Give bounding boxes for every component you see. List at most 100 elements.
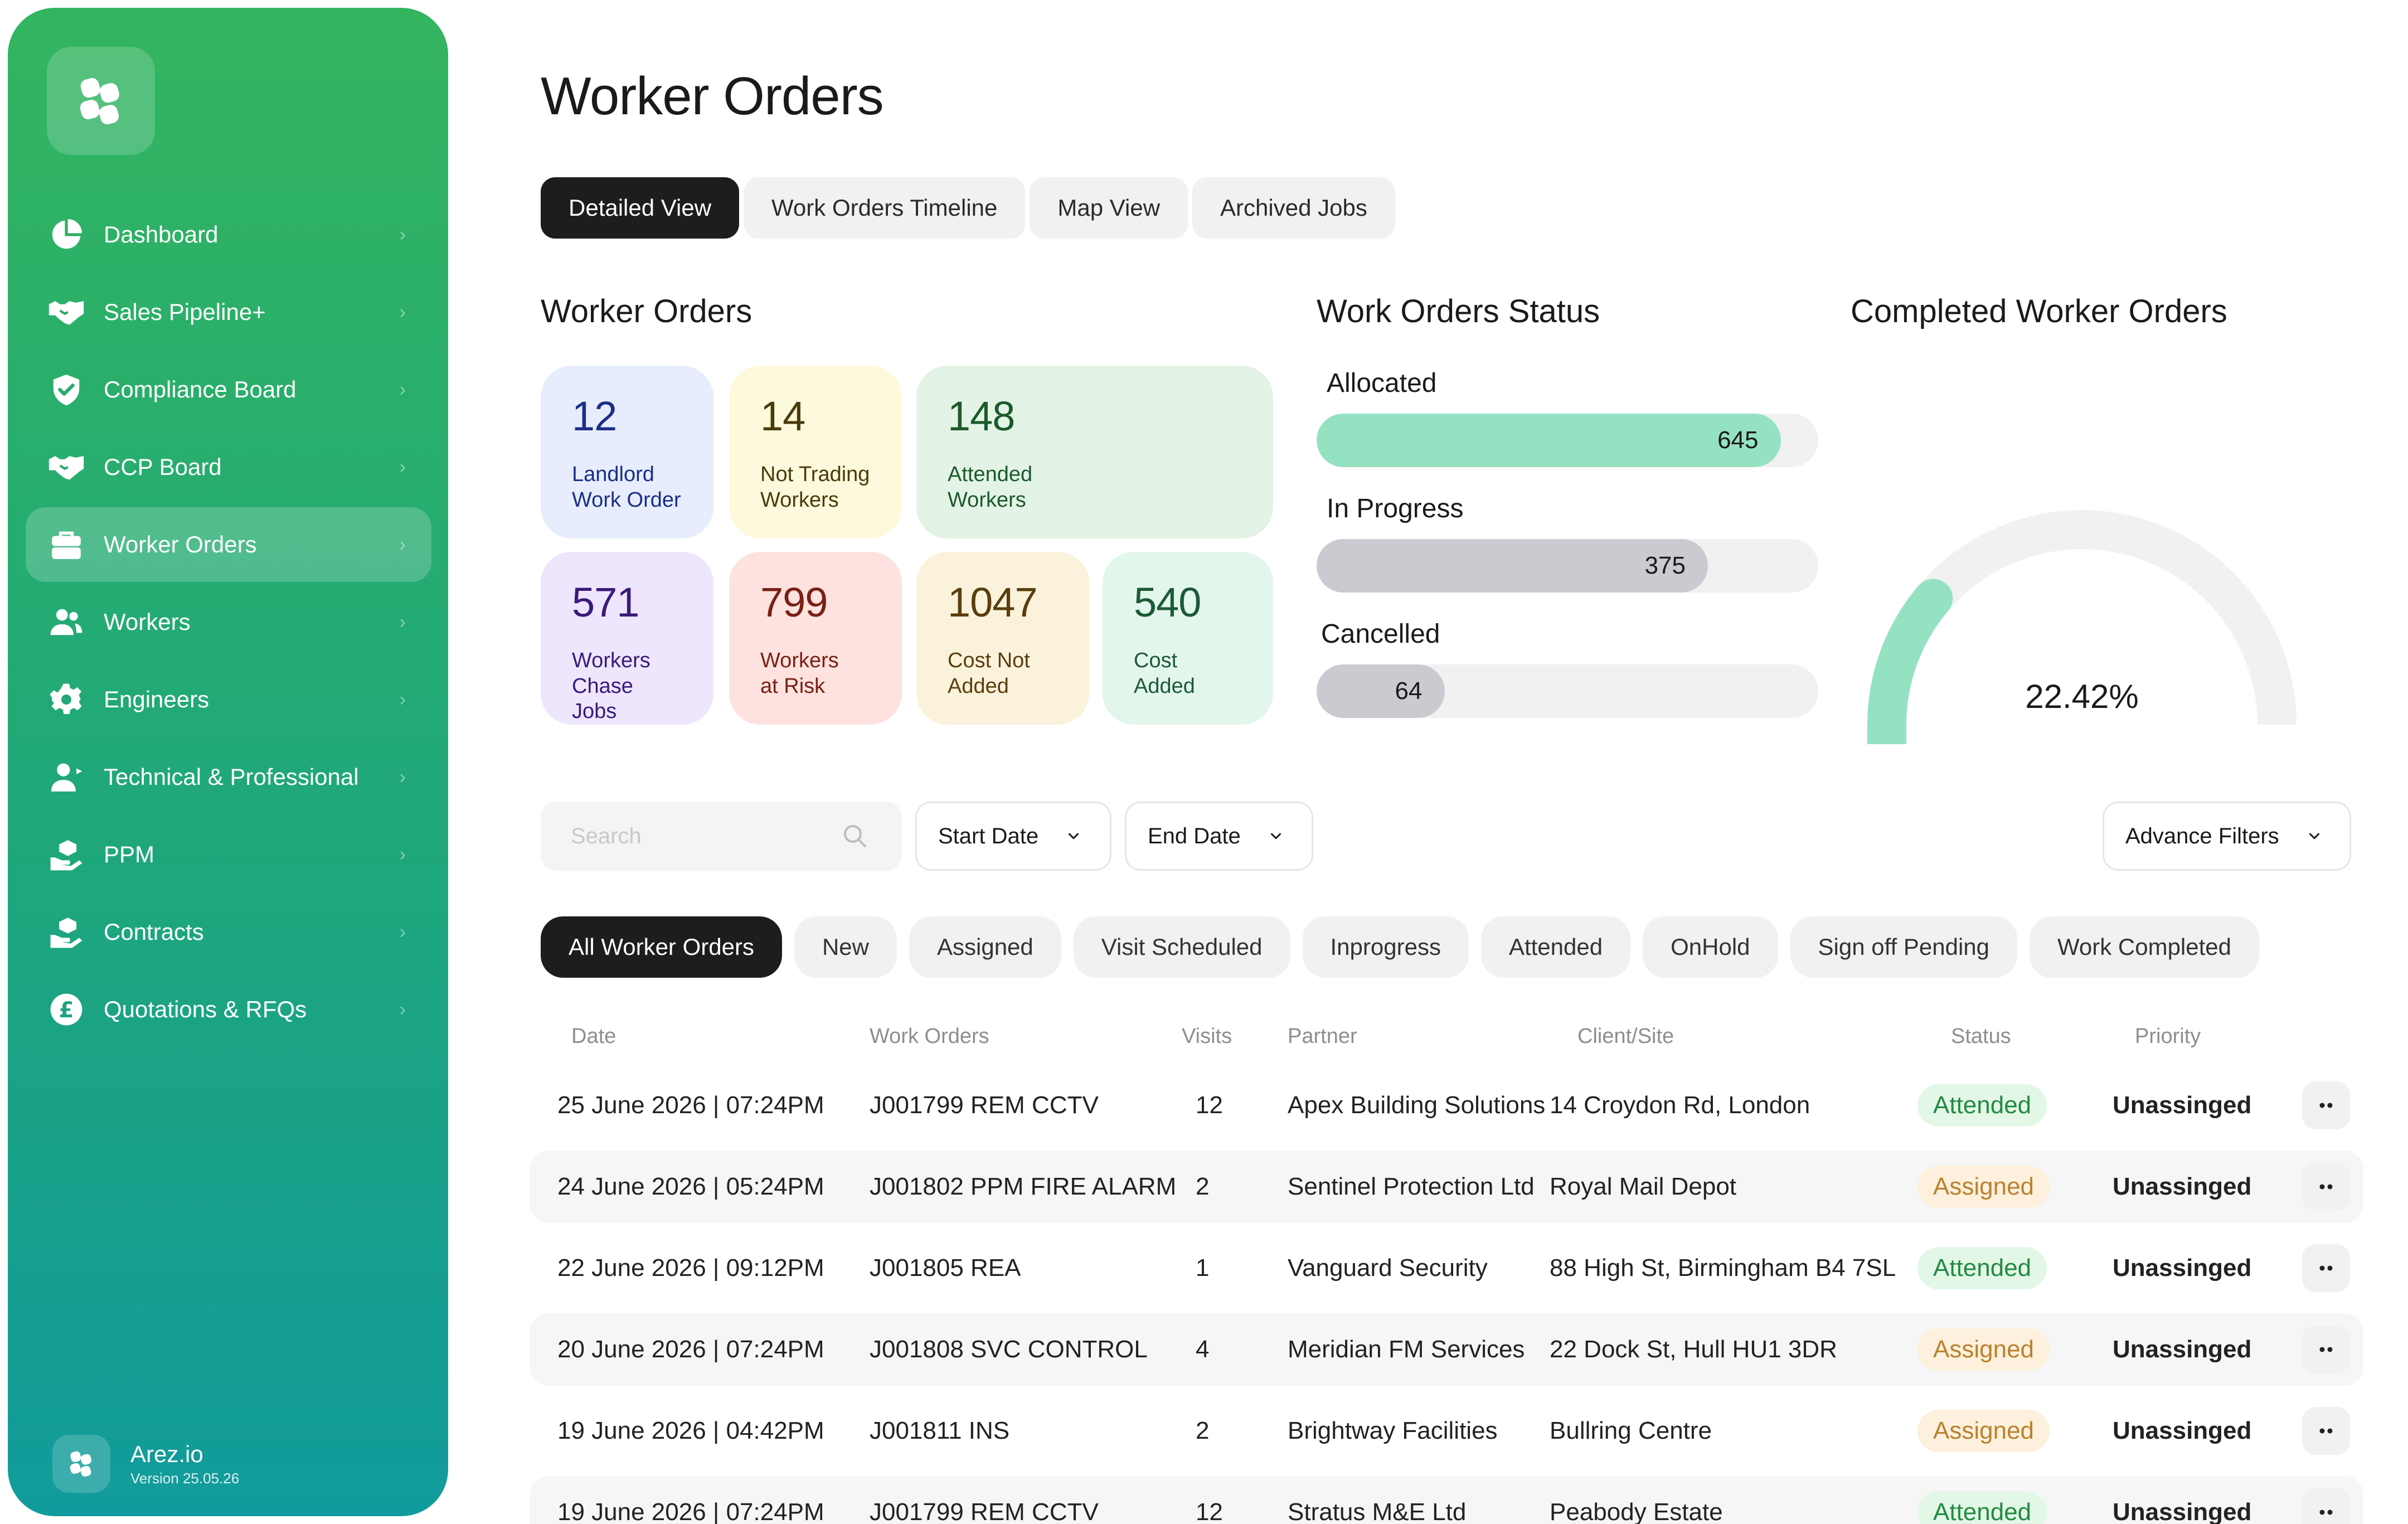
status-tab-new[interactable]: New xyxy=(794,916,897,978)
app-logo[interactable] xyxy=(47,47,155,155)
table-header-client-site[interactable]: Client/Site xyxy=(1577,1025,1674,1048)
sidebar-item-contracts[interactable]: Contracts › xyxy=(26,895,431,969)
table-row[interactable]: 20 June 2026 | 07:24PM J001808 SVC CONTRO… xyxy=(530,1313,2363,1386)
chevron-right-icon: › xyxy=(399,998,406,1020)
table-row[interactable]: 19 June 2026 | 04:42PM J001811 INS 2 Bright… xyxy=(530,1395,2363,1467)
status-tab-all-worker-orders[interactable]: All Worker Orders xyxy=(541,916,782,978)
table-header-partner[interactable]: Partner xyxy=(1288,1025,1357,1048)
sidebar-item-sales-pipeline[interactable]: Sales Pipeline+ › xyxy=(26,275,431,350)
row-visits: 2 xyxy=(1196,1173,1210,1200)
status-bar-label: Allocated xyxy=(1327,368,1437,398)
status-tab-visit-scheduled[interactable]: Visit Scheduled xyxy=(1073,916,1290,978)
table-header-status[interactable]: Status xyxy=(1951,1025,2011,1048)
table-row[interactable]: 25 June 2026 | 07:24PM J001799 REM CCTV 12… xyxy=(530,1069,2363,1142)
table-row[interactable]: 19 June 2026 | 07:24PM J001799 REM CCTV 12… xyxy=(530,1476,2363,1524)
row-priority: Unassinged xyxy=(2113,1091,2252,1119)
tab-map-view[interactable]: Map View xyxy=(1030,177,1188,239)
search-icon[interactable] xyxy=(842,823,868,850)
toolbox-icon xyxy=(47,525,86,564)
sidebar-item-label: Dashboard xyxy=(104,221,219,247)
stat-value: 14 xyxy=(760,393,805,439)
row-work-order[interactable]: J001799 REM CCTV xyxy=(870,1498,1099,1524)
sidebar-item-engineers[interactable]: Engineers › xyxy=(26,662,431,737)
row-actions xyxy=(2302,1069,2350,1142)
sidebar-footer: Arez.io Version 25.05.26 xyxy=(52,1435,239,1493)
status-tab-sign-off-pending[interactable]: Sign off Pending xyxy=(1790,916,2017,978)
status-badge: Assigned xyxy=(1917,1410,2050,1452)
stat-card[interactable]: 12 Landlord Work Order xyxy=(541,366,713,538)
row-date: 19 June 2026 | 04:42PM xyxy=(557,1417,824,1444)
search-input[interactable] xyxy=(541,802,902,871)
row-actions xyxy=(2302,1395,2350,1467)
row-work-order[interactable]: J001799 REM CCTV xyxy=(870,1091,1099,1119)
more-options-button[interactable] xyxy=(2302,1163,2350,1211)
row-visits: 4 xyxy=(1196,1336,1210,1363)
row-status: Attended xyxy=(1917,1232,2047,1304)
sidebar-item-ccp-board[interactable]: CCP Board › xyxy=(26,430,431,504)
sidebar-item-technical-professional[interactable]: Technical & Professional › xyxy=(26,740,431,814)
pie-chart-icon xyxy=(47,215,86,254)
row-client-site: Bullring Centre xyxy=(1550,1417,1712,1444)
more-options-button[interactable] xyxy=(2302,1326,2350,1373)
advance-filters-label: Advance Filters xyxy=(2125,823,2279,848)
more-options-button[interactable] xyxy=(2302,1488,2350,1524)
status-tab-work-completed[interactable]: Work Completed xyxy=(2030,916,2260,978)
chevron-down-icon xyxy=(2309,833,2319,839)
row-partner: Sentinel Protection Ltd xyxy=(1288,1173,1535,1200)
sidebar-item-quotations-rfqs[interactable]: £ Quotations & RFQs › xyxy=(26,972,431,1047)
tab-detailed-view[interactable]: Detailed View xyxy=(541,177,740,239)
more-options-button[interactable] xyxy=(2302,1244,2350,1292)
table-header-work-orders[interactable]: Work Orders xyxy=(870,1025,989,1048)
row-status: Attended xyxy=(1917,1069,2047,1142)
more-dots-icon xyxy=(2319,1510,2333,1515)
stat-card[interactable]: 540 Cost Added xyxy=(1103,552,1273,725)
status-filter-tabs: All Worker Orders New Assigned Visit Schedu… xyxy=(541,916,2271,978)
status-tab-inprogress[interactable]: Inprogress xyxy=(1302,916,1469,978)
stat-card[interactable]: 148 Attended Workers xyxy=(916,366,1273,538)
sidebar-item-ppm[interactable]: PPM › xyxy=(26,817,431,892)
stat-value: 1047 xyxy=(948,579,1038,625)
row-date: 22 June 2026 | 09:12PM xyxy=(557,1254,824,1282)
chevron-right-icon: › xyxy=(399,533,406,555)
row-status: Attended xyxy=(1917,1476,2047,1524)
tab-work-orders-timeline[interactable]: Work Orders Timeline xyxy=(744,177,1026,239)
table-header-priority[interactable]: Priority xyxy=(2135,1025,2201,1048)
advance-filters-dropdown[interactable]: Advance Filters xyxy=(2103,802,2351,871)
end-date-dropdown[interactable]: End Date xyxy=(1125,802,1313,871)
row-status: Assigned xyxy=(1917,1313,2050,1386)
row-work-order[interactable]: J001802 PPM FIRE ALARM xyxy=(870,1173,1177,1200)
sidebar-item-compliance-board[interactable]: Compliance Board › xyxy=(26,352,431,427)
status-tab-assigned[interactable]: Assigned xyxy=(909,916,1061,978)
row-work-order[interactable]: J001811 INS xyxy=(870,1417,1010,1444)
more-options-button[interactable] xyxy=(2302,1407,2350,1455)
row-client-site: 22 Dock St, Hull HU1 3DR xyxy=(1550,1336,1837,1363)
tab-archived-jobs[interactable]: Archived Jobs xyxy=(1192,177,1395,239)
sidebar-item-worker-orders[interactable]: Worker Orders › xyxy=(26,507,431,582)
stat-card[interactable]: 1047 Cost Not Added xyxy=(916,552,1089,725)
status-tab-onhold[interactable]: OnHold xyxy=(1643,916,1778,978)
stat-label: Not Trading Workers xyxy=(760,463,870,512)
stat-card[interactable]: 14 Not Trading Workers xyxy=(729,366,902,538)
table-row[interactable]: 22 June 2026 | 09:12PM J001805 REA 1 Vangua… xyxy=(530,1232,2363,1304)
row-work-order[interactable]: J001808 SVC CONTROL xyxy=(870,1336,1148,1363)
status-bar-fill: 64 xyxy=(1317,664,1445,718)
table-header-date[interactable]: Date xyxy=(571,1025,616,1048)
more-dots-icon xyxy=(2319,1347,2333,1352)
sidebar-item-workers[interactable]: Workers › xyxy=(26,585,431,659)
status-badge: Attended xyxy=(1917,1247,2047,1289)
table-row[interactable]: 24 June 2026 | 05:24PM J001802 PPM FIRE A… xyxy=(530,1151,2363,1223)
status-bar-label: Cancelled xyxy=(1321,619,1440,649)
sidebar-item-dashboard[interactable]: Dashboard › xyxy=(26,197,431,272)
stat-card[interactable]: 571 Workers Chase Jobs xyxy=(541,552,713,725)
stat-value: 540 xyxy=(1134,579,1201,625)
stat-card[interactable]: 799 Workers at Risk xyxy=(729,552,902,725)
pound-icon: £ xyxy=(47,990,86,1029)
logo-icon xyxy=(70,1451,91,1477)
start-date-dropdown[interactable]: Start Date xyxy=(915,802,1111,871)
stat-value: 12 xyxy=(572,393,617,439)
row-work-order[interactable]: J001805 REA xyxy=(870,1254,1021,1282)
table-header-visits[interactable]: Visits xyxy=(1182,1025,1232,1048)
row-client-site: 88 High St, Birmingham B4 7SL xyxy=(1550,1254,1896,1282)
more-options-button[interactable] xyxy=(2302,1081,2350,1129)
status-tab-attended[interactable]: Attended xyxy=(1480,916,1631,978)
